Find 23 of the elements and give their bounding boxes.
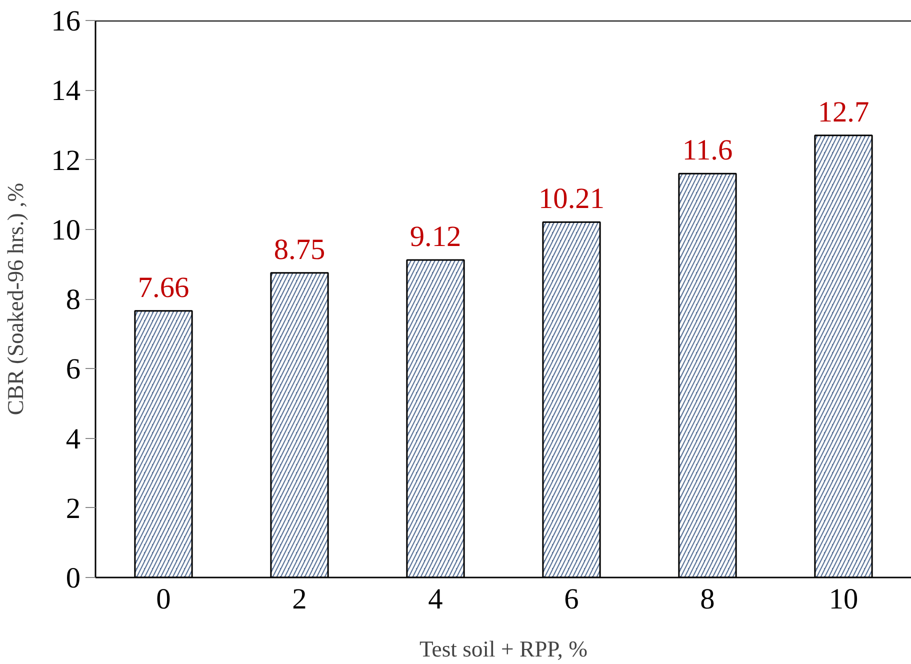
y-tick-label: 16 [51, 6, 80, 38]
data-label: 9.12 [410, 221, 462, 254]
x-axis-title: Test soil + RPP, % [420, 636, 588, 662]
y-tick-label: 14 [51, 75, 81, 108]
data-label: 7.66 [138, 272, 190, 304]
y-tick-label: 2 [66, 492, 81, 525]
x-tick-label: 4 [428, 584, 444, 616]
y-tick-label: 4 [66, 423, 81, 456]
y-tick-label: 8 [66, 284, 81, 316]
y-tick-label: 12 [51, 144, 80, 177]
y-tick-label: 0 [66, 562, 81, 594]
x-tick-label: 8 [700, 584, 715, 616]
y-axis-title: CBR (Soaked-96 hrs.) ,% [3, 182, 28, 416]
data-label: 12.7 [818, 96, 870, 128]
x-tick-label: 0 [156, 584, 171, 616]
x-tick-label: 6 [564, 584, 579, 616]
y-tick-label: 10 [51, 214, 80, 246]
x-tick-label: 10 [828, 584, 858, 616]
y-tick-label: 6 [66, 354, 81, 386]
data-label: 10.21 [538, 183, 605, 216]
x-tick-label: 2 [292, 584, 307, 616]
data-label: 8.75 [274, 234, 326, 266]
data-label: 11.6 [682, 134, 733, 167]
